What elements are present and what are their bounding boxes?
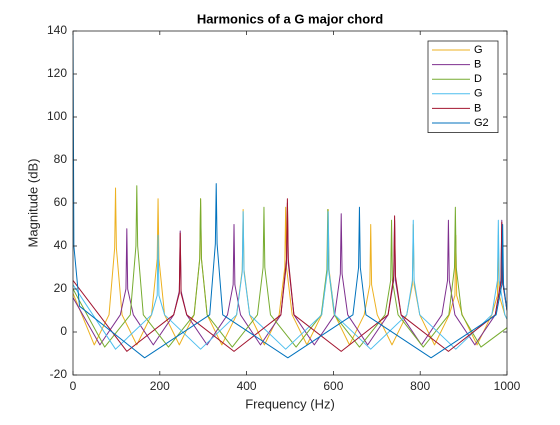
x-tick-label: 1000 [494,379,521,393]
series-line [73,185,507,348]
series-line [73,187,507,346]
y-tick-label: 40 [54,238,68,252]
y-tick-label: 60 [54,195,68,209]
x-tick-label: 200 [150,379,170,393]
y-axis-label: Magnitude (dB) [25,159,40,248]
x-tick-label: 0 [70,379,77,393]
series-line [73,31,507,359]
legend-label: G [474,88,483,100]
x-tick-label: 600 [323,379,343,393]
y-tick-label: 20 [54,281,68,295]
series-line [73,211,507,350]
y-tick-label: 100 [47,109,67,123]
legend-label: B [474,102,481,114]
y-tick-label: 80 [54,152,68,166]
plot-lines [73,31,507,359]
legend-label: D [474,73,482,85]
x-axis-label: Frequency (Hz) [245,396,335,411]
legend-box [427,40,499,133]
legend-label: G [474,44,483,56]
legend-label: B [474,59,481,71]
chart-title: Harmonics of a G major chord [197,11,383,26]
legend-label: G2 [474,117,489,129]
y-tick-label: 0 [60,324,67,338]
y-tick-label: -20 [50,367,68,381]
y-tick-label: 120 [47,66,67,80]
x-tick-label: 800 [410,379,430,393]
y-tick-label: 140 [47,23,67,37]
x-tick-label: 400 [237,379,257,393]
